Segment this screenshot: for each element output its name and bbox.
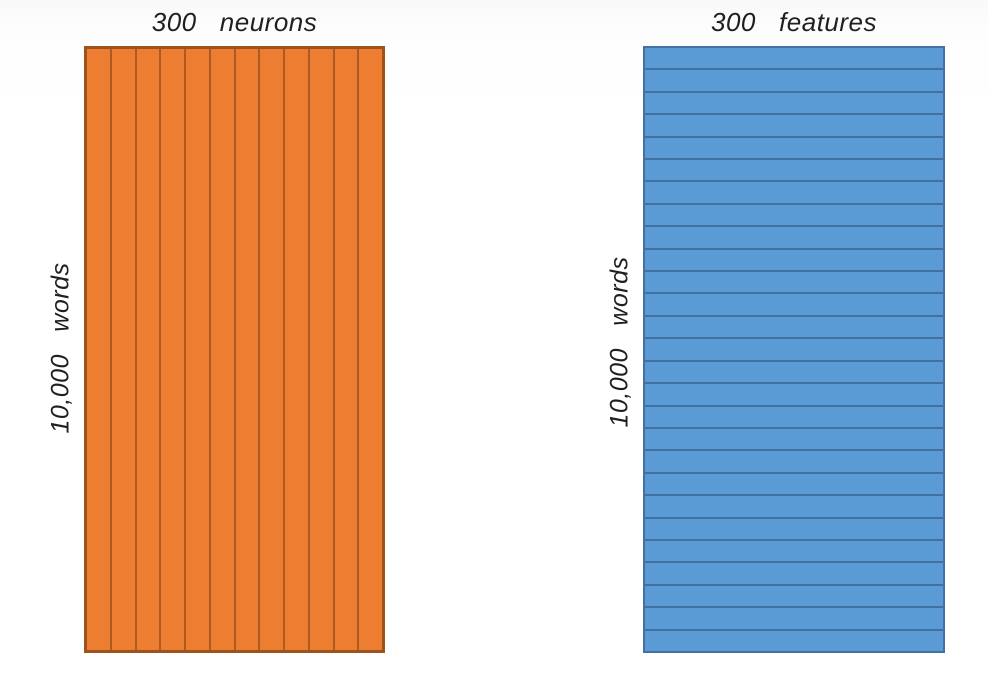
matrix-cell: [645, 563, 943, 586]
matrix-cell: [285, 49, 310, 650]
matrix-cell: [645, 586, 943, 609]
neurons-matrix-title: 300 neurons: [151, 7, 318, 37]
matrix-cell: [645, 384, 943, 407]
matrix-cell: [645, 138, 943, 161]
features-matrix-title: 300 features: [711, 7, 877, 37]
matrix-cell: [335, 49, 360, 650]
matrix-cell: [310, 49, 335, 650]
matrix-cell: [645, 294, 943, 317]
matrix-cell: [645, 608, 943, 631]
matrix-cell: [645, 474, 943, 497]
matrix-cell: [236, 49, 261, 650]
matrix-cell: [645, 339, 943, 362]
matrix-cell: [645, 115, 943, 138]
matrix-cell: [359, 49, 382, 650]
matrix-cell: [137, 49, 162, 650]
matrix-cell: [161, 49, 186, 650]
matrix-cell: [260, 49, 285, 650]
matrix-cell: [87, 49, 112, 650]
matrix-cell: [211, 49, 236, 650]
matrix-cell: [645, 48, 943, 71]
matrix-cell: [645, 182, 943, 205]
matrix-cell: [645, 519, 943, 541]
matrix-cell: [112, 49, 137, 650]
neurons-matrix-side-label: 10,000 words: [46, 262, 75, 434]
matrix-cell: [645, 93, 943, 116]
features-matrix-side-label: 10,000 words: [605, 256, 634, 428]
matrix-cell: [645, 250, 943, 273]
matrix-cell: [645, 227, 943, 250]
matrix-cell: [186, 49, 211, 650]
matrix-cell: [645, 160, 943, 183]
matrix-cell: [645, 496, 943, 519]
matrix-cell: [645, 407, 943, 429]
word-feature-matrix: [643, 46, 945, 653]
matrix-cell: [645, 631, 943, 651]
matrix-cell: [645, 451, 943, 474]
matrix-cell: [645, 272, 943, 295]
matrix-cell: [645, 541, 943, 564]
matrix-cell: [645, 70, 943, 93]
word-neuron-matrix: [84, 46, 385, 653]
matrix-cell: [645, 362, 943, 385]
matrix-cell: [645, 317, 943, 340]
matrix-cell: [645, 205, 943, 228]
matrix-cell: [645, 429, 943, 452]
